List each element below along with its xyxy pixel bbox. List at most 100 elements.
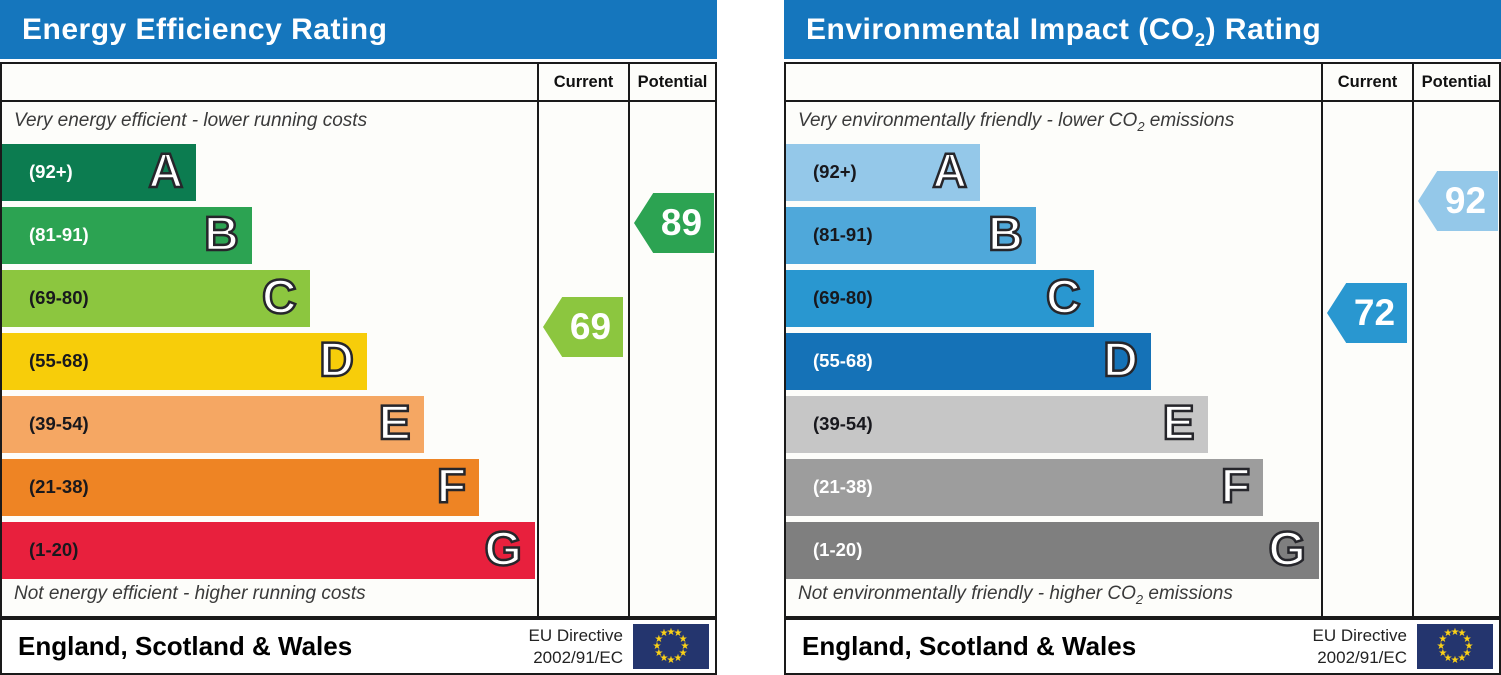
top-note: Very environmentally friendly - lower CO…	[786, 102, 1321, 144]
band-row-e: (39-54) E	[786, 395, 1321, 453]
potential-column-header: Potential	[1412, 64, 1499, 100]
table-body: Very environmentally friendly - lower CO…	[786, 102, 1499, 616]
band-column-spacer	[786, 64, 1321, 100]
band-letter: D	[1102, 334, 1139, 388]
environmental-impact-panel: Environmental Impact (CO2) Rating Curren…	[784, 0, 1501, 675]
band-letter: G	[483, 523, 523, 577]
band-range-label: (55-68)	[29, 350, 89, 372]
rating-table: Current Potential Very environmentally f…	[784, 62, 1501, 618]
potential-column: 89	[628, 102, 715, 616]
eu-flag-icon: ★ ★ ★ ★ ★ ★ ★ ★ ★ ★ ★ ★	[633, 624, 709, 669]
energy-efficiency-title: Energy Efficiency Rating	[0, 0, 717, 59]
potential-rating-arrow: 92	[1418, 171, 1498, 231]
current-column-header: Current	[1321, 64, 1412, 100]
band-letter: D	[318, 334, 355, 388]
band-list: (92+) A (81-91) B (69-80) C (55-68) D (39-54) E (2…	[2, 143, 537, 579]
band-range-label: (21-38)	[813, 476, 873, 498]
potential-rating-arrow-value: 92	[1444, 180, 1487, 221]
band-chart-area: Very environmentally friendly - lower CO…	[786, 102, 1321, 616]
eu-directive-line2: 2002/91/EC	[1317, 647, 1407, 667]
band-letter: G	[1267, 523, 1307, 577]
top-note-text: Very energy efficient - lower running co…	[14, 110, 368, 131]
bottom-note-text: Not environmentally friendly - higher CO	[798, 583, 1136, 605]
current-rating-arrow: 69	[543, 297, 623, 357]
band-bar-g: (1-20) G	[786, 521, 1319, 579]
band-row-d: (55-68) D	[786, 332, 1321, 390]
eu-star-icon: ★	[654, 633, 664, 645]
potential-rating-arrow: 89	[634, 193, 714, 253]
band-bar-a: (92+) A	[786, 143, 981, 201]
rating-table: Current Potential Very energy efficient …	[0, 62, 717, 618]
eu-star-icon: ★	[1450, 626, 1460, 638]
title-text: Environmental Impact (CO	[806, 13, 1195, 46]
band-chart-area: Very energy efficient - lower running co…	[2, 102, 537, 616]
eu-star-icon: ★	[673, 628, 683, 640]
band-row-c: (69-80) C	[786, 269, 1321, 327]
eu-directive-label: EU Directive 2002/91/EC	[529, 625, 623, 668]
eu-star-icon: ★	[1450, 654, 1460, 666]
table-body: Very energy efficient - lower running co…	[2, 102, 715, 616]
eu-star-icon: ★	[1457, 628, 1467, 640]
top-note-text: Very environmentally friendly - lower CO	[798, 110, 1138, 131]
band-row-b: (81-91) B	[2, 206, 537, 264]
band-range-label: (81-91)	[29, 224, 89, 246]
eu-star-icon: ★	[678, 647, 688, 659]
eu-star-icon: ★	[666, 626, 676, 638]
band-letter: E	[1161, 397, 1196, 451]
band-range-label: (55-68)	[813, 350, 873, 372]
band-bar-e: (39-54) E	[786, 395, 1208, 453]
eu-star-icon: ★	[1457, 652, 1467, 664]
eu-directive-line1: EU Directive	[528, 626, 623, 646]
eu-star-icon: ★	[1443, 628, 1453, 640]
eu-directive-label: EU Directive 2002/91/EC	[1313, 625, 1407, 668]
region-label: England, Scotland & Wales	[18, 631, 353, 661]
band-bar-c: (69-80) C	[2, 269, 310, 327]
band-bar-b: (81-91) B	[2, 206, 252, 264]
band-bar-f: (21-38) F	[2, 458, 480, 516]
top-note-text-post: emissions	[1144, 110, 1235, 131]
band-letter: A	[931, 145, 968, 199]
title-subscript: 2	[1194, 29, 1206, 50]
top-note: Very energy efficient - lower running co…	[2, 102, 537, 144]
band-bar-e: (39-54) E	[2, 395, 424, 453]
band-letter: A	[147, 145, 184, 199]
band-row-c: (69-80) C	[2, 269, 537, 327]
current-column: 72	[1321, 102, 1412, 616]
band-bar-g: (1-20) G	[2, 521, 535, 579]
band-row-f: (21-38) F	[2, 458, 537, 516]
eu-directive-line1: EU Directive	[1312, 626, 1407, 646]
band-row-d: (55-68) D	[2, 332, 537, 390]
column-header-row: Current Potential	[2, 64, 715, 102]
band-list: (92+) A (81-91) B (69-80) C (55-68) D (39-54) E (2…	[786, 143, 1321, 579]
bottom-note-text-post: emissions	[1143, 583, 1233, 605]
panel-footer: England, Scotland & Wales EU Directive 2…	[0, 618, 717, 675]
eu-star-icon: ★	[1464, 640, 1474, 652]
eu-star-icon: ★	[1438, 633, 1448, 645]
band-letter: E	[377, 397, 412, 451]
eu-star-icon: ★	[659, 628, 669, 640]
eu-star-icon: ★	[680, 640, 690, 652]
current-column: 69	[537, 102, 628, 616]
column-header-row: Current Potential	[786, 64, 1499, 102]
bottom-note: Not environmentally friendly - higher CO…	[798, 583, 1233, 607]
eu-star-icon: ★	[1443, 652, 1453, 664]
bottom-note: Not energy efficient - higher running co…	[14, 583, 366, 607]
band-row-g: (1-20) G	[786, 521, 1321, 579]
band-range-label: (92+)	[29, 161, 73, 183]
top-note-subscript: 2	[1137, 118, 1145, 134]
band-letter: F	[436, 460, 468, 514]
potential-rating-arrow-value: 89	[660, 202, 703, 243]
band-bar-a: (92+) A	[2, 143, 197, 201]
eu-star-icon: ★	[1438, 647, 1448, 659]
band-bar-d: (55-68) D	[2, 332, 367, 390]
eu-star-icon: ★	[1436, 640, 1446, 652]
band-row-g: (1-20) G	[2, 521, 537, 579]
band-row-f: (21-38) F	[786, 458, 1321, 516]
eu-star-icon: ★	[659, 652, 669, 664]
title-text: Energy Efficiency Rating	[22, 13, 388, 46]
potential-column: 92	[1412, 102, 1499, 616]
band-range-label: (81-91)	[813, 224, 873, 246]
eu-star-icon: ★	[652, 640, 662, 652]
region-label: England, Scotland & Wales	[802, 631, 1137, 661]
band-bar-c: (69-80) C	[786, 269, 1094, 327]
